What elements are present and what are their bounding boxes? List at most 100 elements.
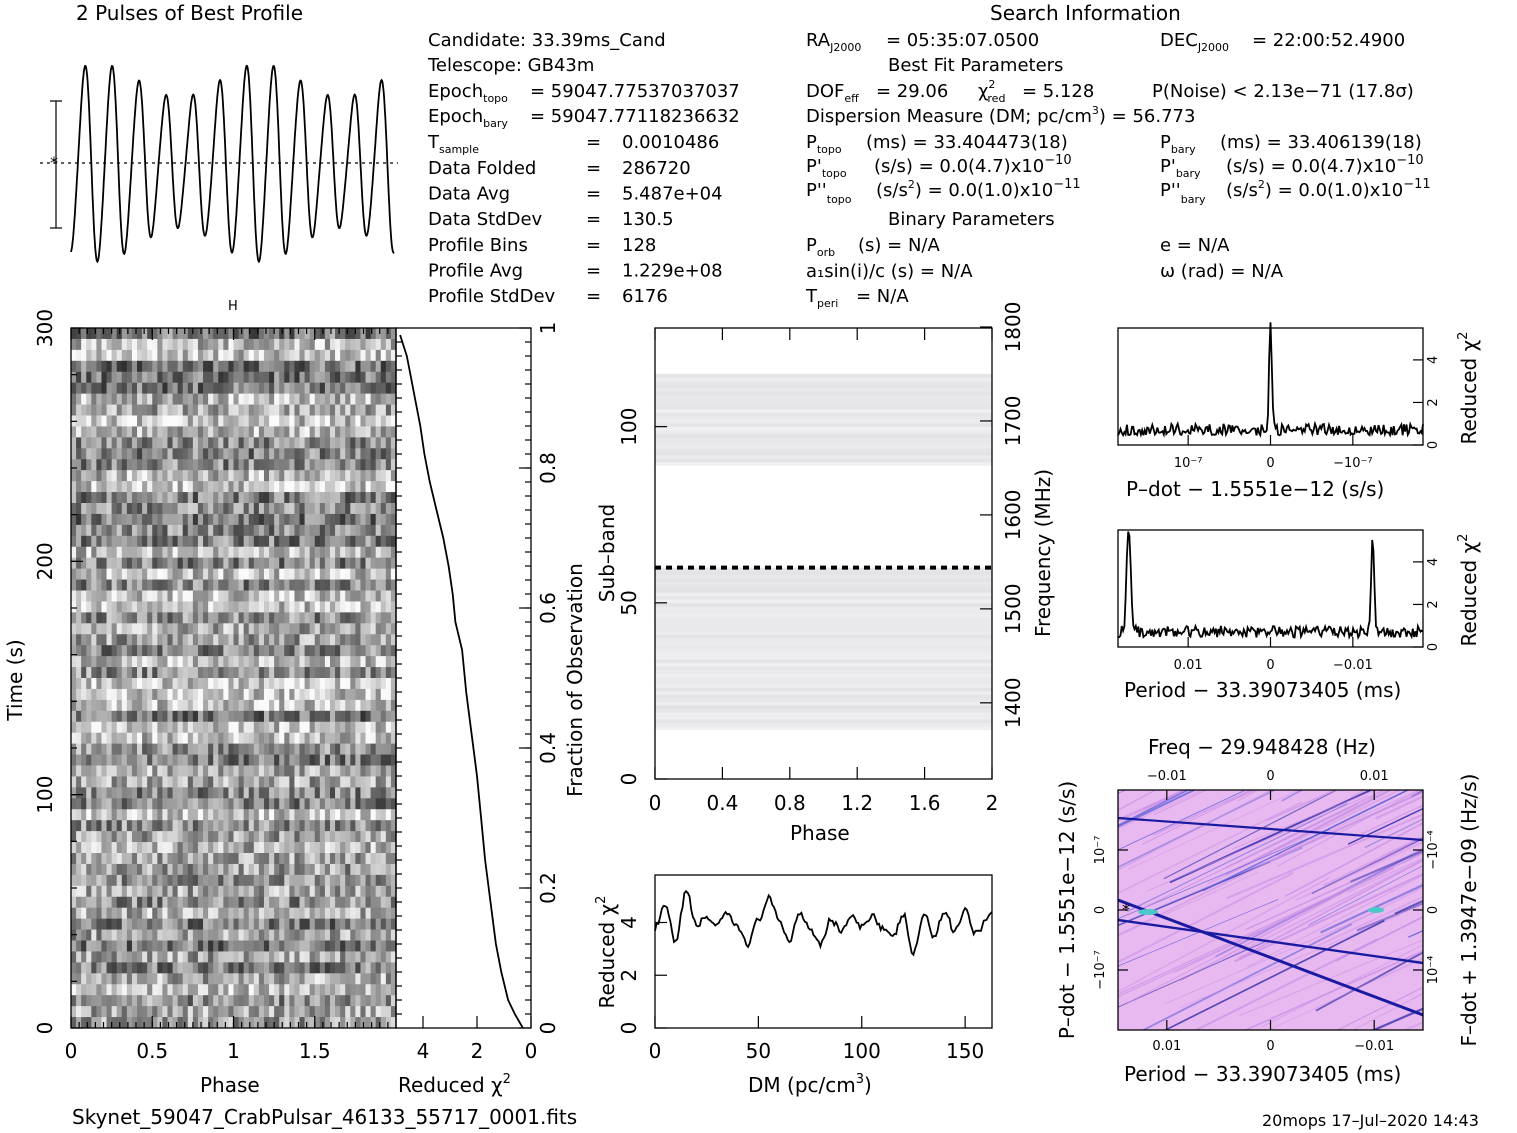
time-phase-cell: [345, 929, 351, 941]
time-phase-cell: [147, 371, 153, 384]
time-phase-cell: [71, 688, 77, 701]
time-phase-cell: [126, 656, 133, 668]
time-phase-cell: [223, 842, 229, 854]
time-phase-cell: [177, 896, 184, 909]
time-phase-cell: [253, 459, 260, 471]
time-phase-cell: [167, 590, 174, 602]
time-phase-cell: [208, 448, 214, 460]
time-phase-cell: [142, 962, 148, 974]
time-phase-cell: [76, 863, 82, 876]
period-pdot-streak: [1336, 986, 1423, 1030]
time-phase-cell: [375, 907, 382, 920]
time-phase-cell: [233, 732, 240, 745]
time-phase-cell: [340, 820, 346, 832]
time-phase-cell: [157, 973, 163, 985]
time-phase-cell: [370, 995, 377, 1007]
time-phase-cell: [319, 360, 326, 373]
time-phase-cell: [106, 995, 113, 1007]
time-phase-cell: [335, 524, 341, 537]
time-phase-cell: [126, 579, 133, 591]
subband-row: [655, 599, 992, 604]
time-phase-cell: [223, 732, 229, 745]
time-phase-cell: [243, 710, 250, 723]
time-phase-cell: [106, 831, 113, 843]
time-phase-cell: [162, 678, 168, 690]
time-phase-cell: [324, 798, 331, 810]
time-phase-cell: [203, 1006, 209, 1018]
time-phase-cell: [355, 546, 361, 559]
time-phase-cell: [314, 929, 321, 941]
time-phase-cell: [329, 776, 336, 788]
time-phase-cell: [370, 393, 377, 406]
time-phase-cell: [360, 349, 367, 362]
time-phase-cell: [365, 765, 372, 777]
time-phase-cell: [218, 962, 224, 974]
time-phase-cell: [294, 863, 301, 876]
time-phase-cell: [91, 732, 97, 745]
time-phase-cell: [350, 798, 356, 810]
time-phase-cell: [192, 382, 199, 395]
time-phase-cell: [223, 656, 229, 668]
subband-row: [655, 638, 992, 642]
time-phase-cell: [121, 853, 128, 865]
time-phase-cell: [304, 524, 311, 537]
time-phase-cell: [380, 798, 387, 810]
time-phase-cell: [203, 360, 209, 373]
time-phase-cell: [284, 426, 290, 438]
time-phase-cell: [253, 918, 260, 931]
time-phase-cell: [96, 404, 102, 416]
time-phase-cell: [335, 929, 341, 941]
period-pdot-streak: [1347, 807, 1423, 845]
time-phase-cell: [147, 962, 153, 974]
time-phase-cell: [233, 678, 240, 690]
time-phase-cell: [375, 623, 382, 635]
time-phase-cell: [329, 699, 336, 712]
period-pdot-streak: [1295, 840, 1423, 902]
time-phase-cell: [91, 634, 97, 646]
time-phase-cell: [162, 459, 168, 471]
time-phase-cell: [167, 984, 174, 996]
time-phase-cell: [101, 448, 108, 460]
time-phase-cell: [142, 481, 148, 493]
time-phase-cell: [289, 820, 295, 832]
time-phase-cell: [137, 874, 143, 887]
time-phase-cell: [137, 568, 143, 581]
time-phase-cell: [218, 842, 224, 854]
fraction-chi2-xtick-label: 2: [471, 1039, 484, 1063]
time-phase-cell: [329, 765, 336, 777]
time-phase-cell: [248, 929, 255, 941]
time-phase-cell: [345, 765, 351, 777]
time-phase-cell: [228, 699, 234, 712]
time-phase-cell: [243, 929, 250, 941]
time-phase-cell: [345, 524, 351, 537]
time-phase-cell: [152, 524, 158, 537]
time-phase-cell: [319, 929, 326, 941]
time-phase-cell: [223, 907, 229, 920]
time-phase-cell: [284, 765, 290, 777]
time-phase-cell: [289, 415, 295, 427]
time-phase-cell: [319, 820, 326, 832]
time-phase-cell: [319, 634, 326, 646]
time-phase-cell: [355, 765, 361, 777]
time-phase-cell: [111, 765, 118, 777]
time-phase-cell: [274, 787, 280, 799]
time-phase-cell: [81, 853, 87, 865]
time-phase-cell: [157, 601, 163, 613]
time-phase-cell: [324, 623, 331, 635]
time-phase-cell: [172, 721, 179, 734]
time-phase-cell: [157, 678, 163, 690]
time-phase-cell: [142, 1017, 148, 1029]
p-bary-label: Pbary: [1160, 132, 1196, 156]
time-phase-cell: [274, 984, 280, 996]
time-phase-cell: [375, 590, 382, 602]
time-phase-cell: [263, 612, 270, 624]
time-phase-cell: [258, 765, 265, 777]
time-phase-cell: [314, 492, 321, 504]
time-phase-cell: [131, 546, 138, 559]
t-sample-value: 0.0010486: [622, 132, 719, 153]
time-phase-cell: [86, 612, 92, 624]
time-phase-cell: [152, 765, 158, 777]
time-phase-cell: [91, 951, 97, 963]
time-phase-cell: [248, 634, 255, 646]
time-phase-cell: [142, 492, 148, 504]
